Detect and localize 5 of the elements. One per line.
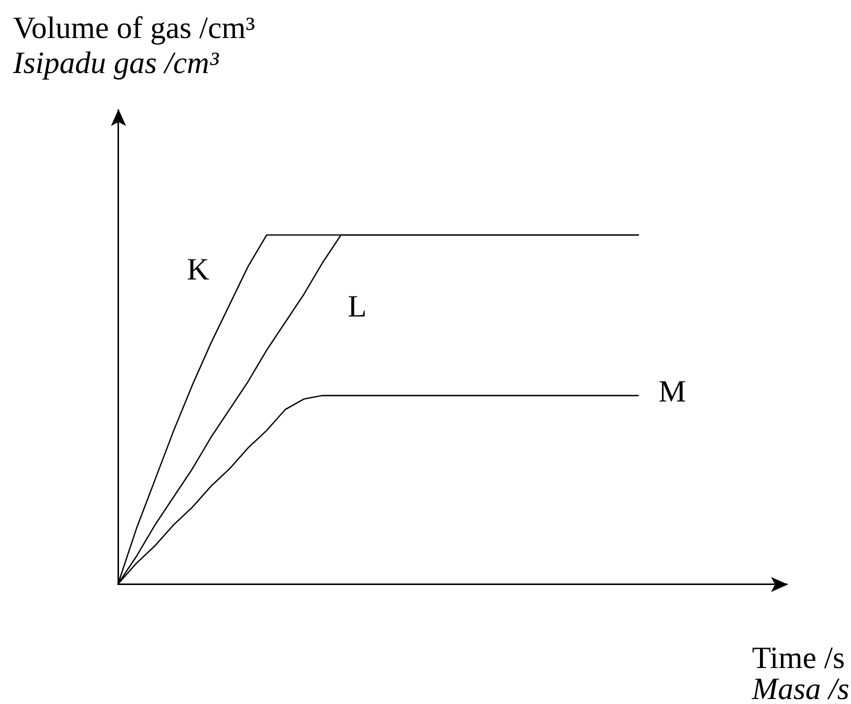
x-axis-title: Time /s Masa /s (752, 640, 850, 704)
y-axis-title: Volume of gas /cm³ Isipadu gas /cm³ (13, 10, 256, 80)
series-label: M (658, 374, 686, 409)
series-label: L (348, 288, 367, 324)
series-label: K (186, 252, 210, 287)
